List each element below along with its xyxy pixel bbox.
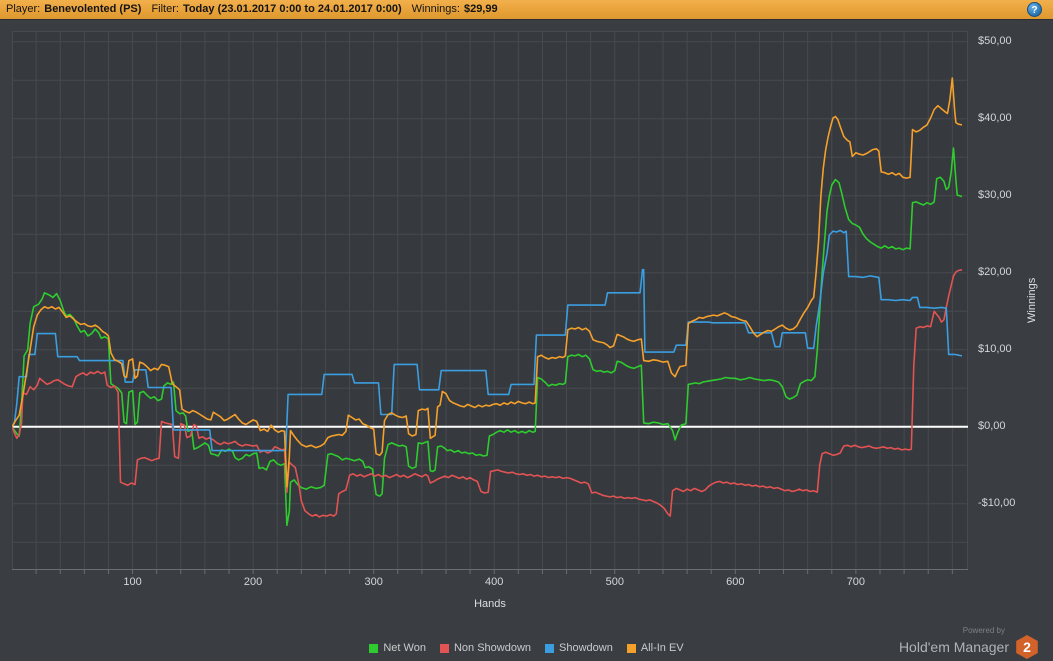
powered-by-text: Powered by	[962, 626, 1005, 635]
series-line-all-in-ev	[12, 77, 963, 488]
y-tick-label: $40,00	[978, 111, 1012, 124]
x-tick-label: 500	[605, 576, 624, 588]
legend-label: Showdown	[559, 642, 613, 654]
y-tick-label: $20,00	[978, 265, 1012, 278]
y-tick-label: $10,00	[978, 342, 1012, 355]
legend-item-net-won: Net Won	[369, 642, 426, 654]
non-showdown-swatch-icon	[439, 643, 449, 653]
player-label: Player:	[6, 3, 41, 15]
player-value: Benevolented (PS)	[44, 3, 142, 15]
chart-legend: Net Won Non Showdown Showdown All-In EV	[0, 640, 1053, 656]
filter-label: Filter:	[151, 3, 179, 15]
x-tick-label: 200	[243, 576, 263, 588]
hm2-logo-icon: 2	[1016, 635, 1038, 659]
status-bar: Player: Benevolented (PS) Filter: Today (23…	[0, 0, 1053, 20]
x-axis-title: Hands	[474, 598, 506, 610]
x-tick-label: 400	[485, 576, 504, 588]
net-won-swatch-icon	[369, 643, 379, 653]
y-tick-label: $50,00	[978, 34, 1012, 47]
x-tick-label: 300	[364, 576, 383, 588]
help-icon[interactable]: ?	[1027, 2, 1042, 17]
x-tick-label: 100	[123, 576, 142, 588]
series-line-non-showdown	[12, 268, 963, 518]
all-in-ev-swatch-icon	[626, 643, 636, 653]
y-axis-title: Winnings	[1026, 277, 1038, 324]
winnings-value: $29,99	[463, 3, 498, 15]
winnings-chart	[12, 31, 968, 574]
filter-value: Today (23.01.2017 0:00 to 24.01.2017 0:0…	[182, 3, 402, 15]
y-tick-label: -$10,00	[978, 496, 1016, 509]
legend-item-non-showdown: Non Showdown	[439, 642, 532, 654]
legend-item-all-in-ev: All-In EV	[626, 642, 684, 654]
x-tick-label: 700	[846, 576, 866, 588]
branding: Powered by Hold'em Manager 2	[839, 626, 1039, 659]
plot-background	[12, 31, 968, 570]
legend-item-showdown: Showdown	[545, 642, 613, 654]
series-line-showdown	[12, 229, 963, 452]
y-tick-label: $0,00	[978, 419, 1006, 432]
y-tick-label: $30,00	[978, 188, 1012, 201]
legend-label: Non Showdown	[453, 642, 532, 654]
x-tick-label: 600	[726, 576, 745, 588]
legend-label: All-In EV	[640, 642, 684, 654]
winnings-label: Winnings:	[411, 3, 460, 15]
legend-label: Net Won	[383, 642, 426, 654]
showdown-swatch-icon	[545, 643, 555, 653]
app-name: Hold'em Manager	[898, 639, 1009, 655]
chart-plot-area	[12, 31, 968, 576]
